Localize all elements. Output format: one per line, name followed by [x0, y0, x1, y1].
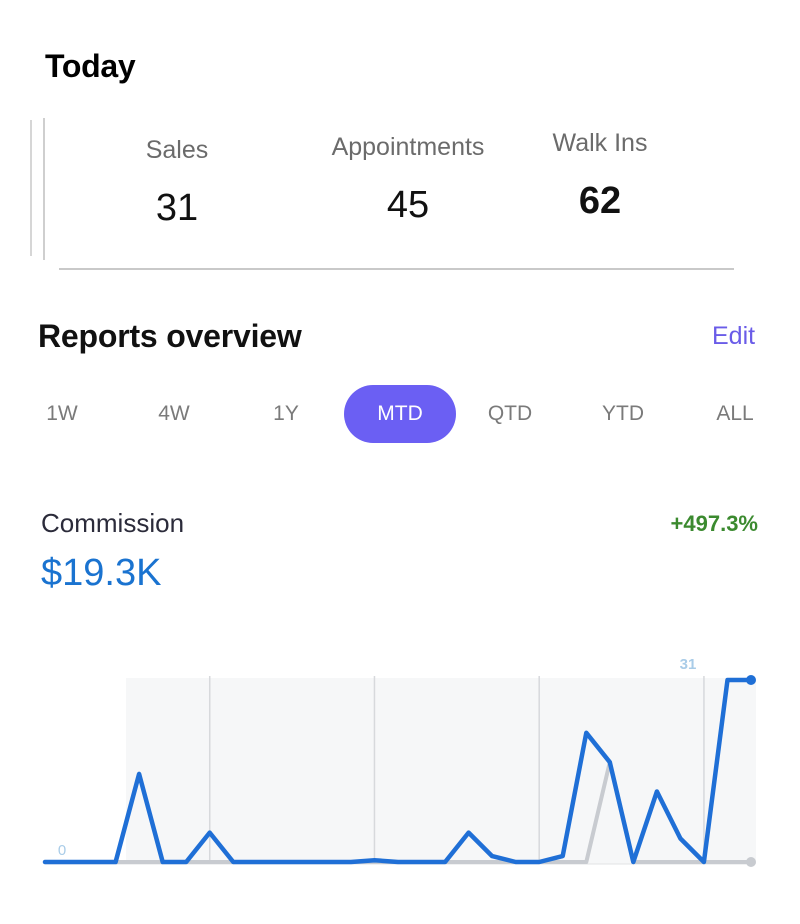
commission-chart: 31 0: [42, 656, 756, 867]
today-title: Today: [45, 48, 136, 84]
chart-min-label: 0: [58, 842, 66, 859]
stat-label: Walk Ins: [552, 129, 648, 157]
reports-title: Reports overview: [38, 318, 302, 354]
chart-point-comparison-end: [746, 857, 756, 867]
stat-sales: Sales 31: [107, 136, 247, 230]
stat-appointments: Appointments 45: [313, 133, 503, 227]
period-tabs: 1W 4W 1Y MTD QTD YTD ALL: [0, 385, 800, 445]
card-bottom-divider: [59, 268, 734, 270]
tab-qtd[interactable]: QTD: [487, 402, 533, 425]
tab-all[interactable]: ALL: [716, 402, 754, 425]
metric-change: +497.3%: [670, 511, 758, 536]
tab-1w[interactable]: 1W: [46, 402, 78, 425]
stat-walk-ins: Walk Ins 62: [535, 129, 665, 223]
chart-point-max: [746, 675, 756, 685]
metric-value: $19.3K: [41, 552, 162, 594]
tab-ytd[interactable]: YTD: [602, 402, 644, 425]
tab-4w[interactable]: 4W: [158, 402, 190, 425]
metric-label: Commission: [41, 508, 185, 538]
card-divider-outer: [30, 120, 32, 256]
stat-value: 31: [155, 187, 199, 229]
stat-label: Appointments: [331, 133, 485, 161]
tab-1y[interactable]: 1Y: [273, 402, 299, 425]
chart-series-line-primary: [42, 677, 754, 865]
tab-mtd[interactable]: MTD: [344, 385, 456, 443]
stat-value: 45: [386, 184, 430, 226]
chart-max-label: 31: [680, 656, 697, 673]
chart-plot-background: [126, 678, 756, 864]
edit-button[interactable]: Edit: [712, 322, 756, 350]
today-stats-card: [30, 118, 740, 270]
stat-label: Sales: [145, 136, 209, 164]
card-divider-inner: [43, 118, 45, 260]
stat-value: 62: [578, 180, 622, 222]
